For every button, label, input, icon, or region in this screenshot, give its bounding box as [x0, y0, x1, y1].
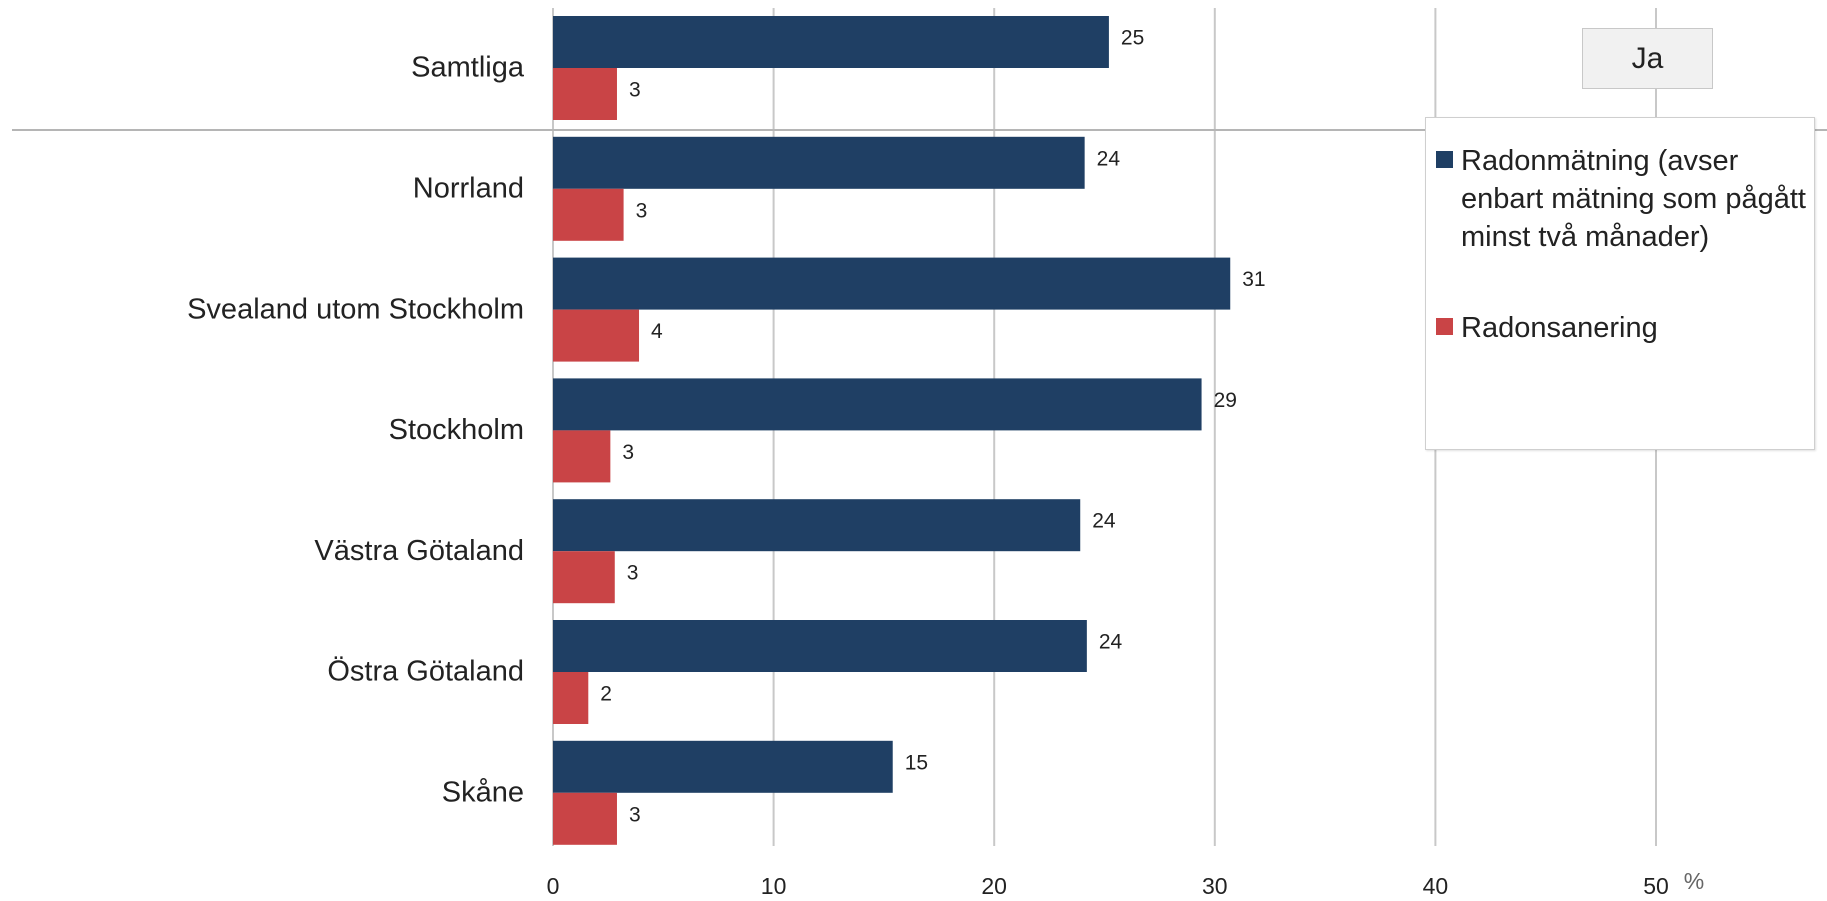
- category-label: Norrland: [413, 172, 524, 204]
- data-label: 3: [622, 441, 634, 464]
- legend-label-radonmatning: Radonmätning (avser enbart mätning som p…: [1461, 145, 1806, 253]
- data-label: 3: [627, 562, 639, 585]
- data-label: 25: [1121, 27, 1144, 50]
- legend-item-radonmatning: Radonmätning (avser enbart mätning som p…: [1436, 142, 1821, 256]
- category-labels: Samtliga Norrland Svealand utom Stockholm S…: [187, 52, 525, 809]
- data-label: 24: [1092, 510, 1116, 533]
- legend-swatch-radonmatning: [1436, 151, 1453, 168]
- bar: [553, 792, 617, 845]
- data-label: 24: [1099, 631, 1123, 654]
- bar: [553, 672, 589, 724]
- data-label: 15: [905, 751, 928, 774]
- x-axis-ticks: 0 10 20 30 40 50: [547, 873, 1669, 899]
- category-label: Västra Götaland: [314, 535, 524, 567]
- bar: [553, 551, 615, 604]
- data-label: 24: [1097, 147, 1121, 170]
- value-labels: 25 3 24 3 31 4 29 3 24 3 24 2 15 3: [600, 27, 1265, 827]
- data-label: 3: [629, 803, 641, 826]
- bar: [553, 68, 617, 120]
- bar: [553, 620, 1087, 672]
- category-label: Skåne: [442, 776, 524, 808]
- legend-swatch-radonsanering: [1436, 318, 1453, 335]
- bar: [553, 378, 1202, 431]
- bar: [553, 309, 640, 362]
- category-label: Samtliga: [411, 52, 525, 84]
- x-tick-label: 0: [547, 873, 560, 899]
- legend-label-radonsanering: Radonsanering: [1461, 312, 1658, 344]
- data-label: 3: [629, 79, 641, 102]
- bar: [553, 188, 624, 241]
- legend: Radonmätning (avser enbart mätning som p…: [1425, 117, 1815, 450]
- bar: [553, 430, 611, 483]
- x-tick-label: 20: [981, 873, 1007, 899]
- x-tick-label: 40: [1423, 873, 1449, 899]
- bars: [553, 16, 1231, 845]
- legend-item-radonsanering: Radonsanering: [1436, 309, 1821, 347]
- category-label: Svealand utom Stockholm: [187, 293, 524, 325]
- data-label: 29: [1214, 389, 1237, 412]
- x-tick-label: 10: [761, 873, 787, 899]
- data-label: 2: [600, 683, 612, 706]
- filter-ja-button[interactable]: Ja: [1582, 28, 1713, 89]
- bar: [553, 740, 893, 793]
- x-tick-label: 50: [1643, 873, 1669, 899]
- data-label: 31: [1242, 268, 1265, 291]
- bar: [553, 499, 1081, 552]
- category-label: Östra Götaland: [327, 656, 524, 688]
- bar: [553, 257, 1231, 310]
- x-axis-unit: %: [1684, 868, 1704, 894]
- bar: [553, 16, 1109, 68]
- data-label: 4: [651, 320, 663, 343]
- category-label: Stockholm: [389, 414, 524, 446]
- x-tick-label: 30: [1202, 873, 1228, 899]
- bar: [553, 136, 1085, 189]
- data-label: 3: [636, 199, 648, 222]
